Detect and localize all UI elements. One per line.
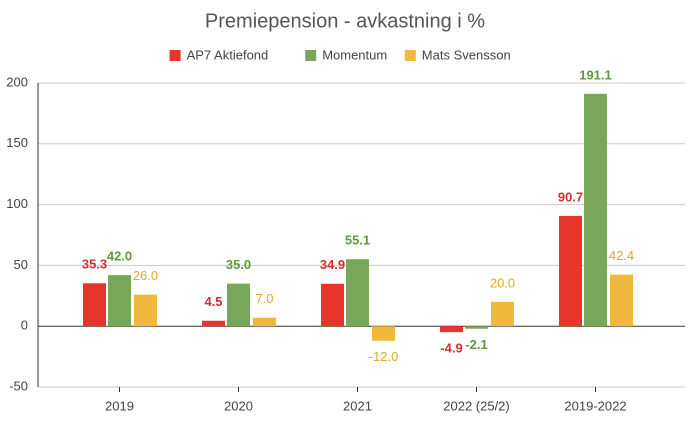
x-tick-label: 2019	[105, 398, 134, 413]
y-tick-label: 150	[6, 135, 28, 150]
legend-swatch	[169, 50, 181, 61]
value-label: -4.9	[440, 341, 462, 356]
x-tick-label: 2022 (25/2)	[443, 398, 510, 413]
value-label: 42.4	[609, 248, 634, 263]
bar	[559, 215, 582, 327]
bar	[465, 326, 488, 329]
bar	[491, 301, 514, 327]
value-label: 4.5	[204, 294, 222, 309]
bar	[346, 259, 369, 327]
value-label: 34.9	[320, 257, 345, 272]
legend-label: Mats Svensson	[422, 47, 511, 62]
bar	[372, 326, 395, 341]
y-tick-label: 200	[6, 74, 28, 89]
y-tick-label: 100	[6, 196, 28, 211]
bar	[610, 274, 633, 327]
legend-label: AP7 Aktiefond	[187, 47, 269, 62]
value-label: -12.0	[369, 349, 399, 364]
x-tick-label: 2020	[224, 398, 253, 413]
value-label: -2.1	[465, 337, 487, 352]
bar	[108, 275, 131, 327]
bar	[440, 326, 463, 333]
bar	[83, 283, 106, 327]
bar	[202, 320, 225, 327]
y-tick-label: 0	[21, 318, 28, 333]
value-label: 191.1	[579, 67, 612, 82]
y-tick-label: 50	[14, 257, 28, 272]
y-tick-label: -50	[9, 378, 28, 393]
bar	[321, 283, 344, 327]
bar	[134, 294, 157, 327]
x-tick-label: 2021	[343, 398, 372, 413]
value-label: 20.0	[490, 275, 515, 290]
value-label: 35.3	[82, 257, 107, 272]
legend-label: Momentum	[322, 47, 387, 62]
legend-swatch	[404, 50, 416, 61]
value-label: 55.1	[345, 233, 370, 248]
value-label: 35.0	[226, 257, 251, 272]
legend: AP7 Aktiefond Momentum Mats Svensson	[169, 47, 511, 62]
bar	[253, 317, 276, 327]
bar	[584, 93, 607, 327]
value-label: 26.0	[133, 268, 158, 283]
bar	[227, 283, 250, 327]
x-tick-label: 2019-2022	[564, 398, 626, 413]
value-label: 7.0	[255, 291, 273, 306]
chart-title: Premiepension - avkastning i %	[205, 10, 485, 32]
legend-swatch	[305, 50, 317, 61]
value-label: 42.0	[107, 249, 132, 264]
value-label: 90.7	[558, 189, 583, 204]
